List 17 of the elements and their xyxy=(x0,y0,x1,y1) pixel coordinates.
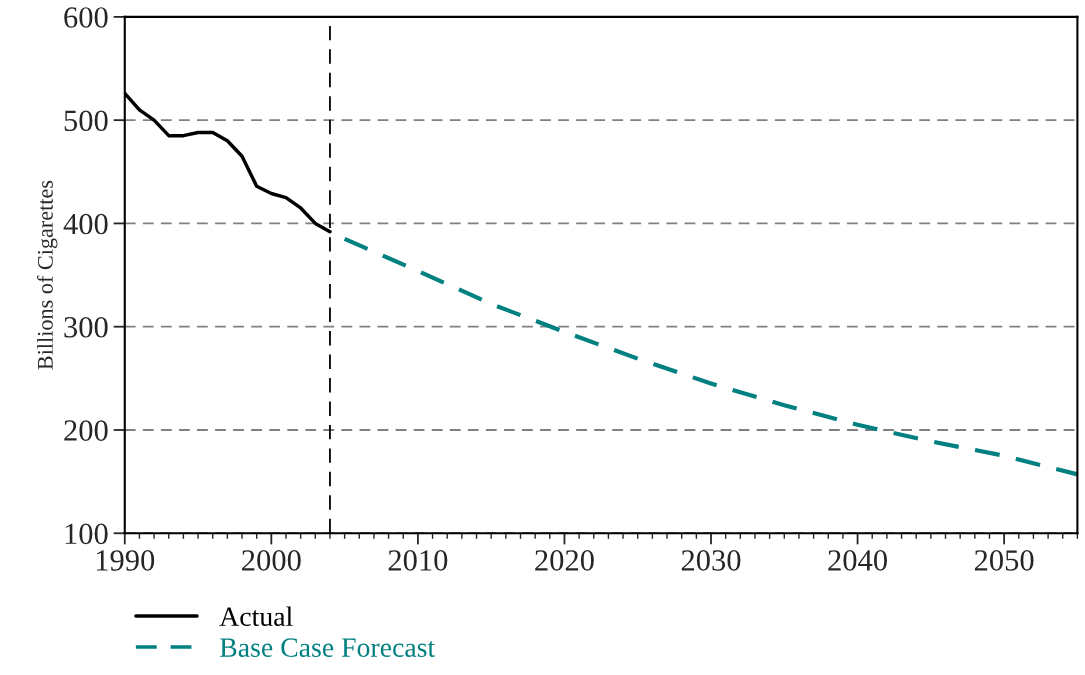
legend-label: Actual xyxy=(219,606,293,627)
x-tick-label: 2000 xyxy=(242,550,301,571)
x-tick-label: 2010 xyxy=(388,550,448,571)
y-tick-label: 400 xyxy=(63,213,108,235)
x-tick-label: 1990 xyxy=(96,550,155,571)
y-tick-label: 500 xyxy=(64,110,108,132)
y-tick-label: 100 xyxy=(65,523,108,545)
y-tick-label: 200 xyxy=(64,420,108,441)
x-tick-label: 2040 xyxy=(828,550,887,571)
x-tick-label: 2020 xyxy=(535,550,594,571)
y-tick-label: 300 xyxy=(64,316,108,338)
x-tick-label: 2030 xyxy=(681,550,741,571)
legend-label: Base Case Forecast xyxy=(220,638,436,657)
x-tick-label: 2050 xyxy=(974,550,1034,571)
line-series xyxy=(342,236,1078,477)
y-axis-title: Billions of Cigarettes xyxy=(36,180,58,370)
y-tick-label: 600 xyxy=(64,7,108,28)
